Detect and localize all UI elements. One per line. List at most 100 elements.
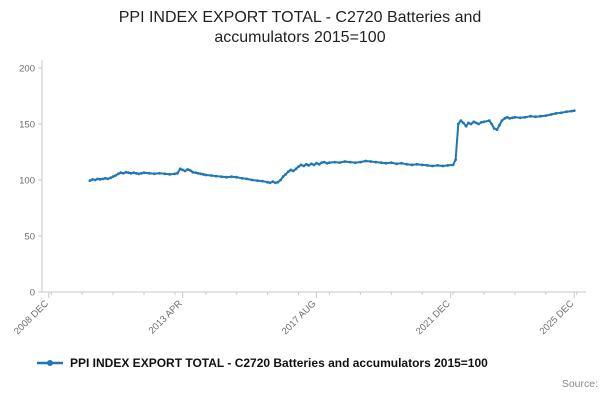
- data-point-marker: [297, 165, 300, 168]
- data-point-marker: [461, 121, 465, 125]
- data-point-marker: [529, 114, 532, 118]
- y-tick-label: 200: [19, 64, 35, 75]
- data-point-marker: [173, 172, 177, 176]
- data-point-marker: [431, 164, 434, 168]
- data-point-marker: [178, 167, 182, 171]
- data-point-marker: [274, 181, 277, 185]
- data-point-marker: [152, 172, 156, 176]
- data-point-marker: [230, 175, 233, 178]
- data-point-marker: [163, 172, 167, 176]
- data-point-marker: [513, 115, 517, 119]
- data-point-marker: [183, 169, 187, 173]
- data-point-marker: [194, 171, 198, 175]
- data-point-marker: [395, 162, 398, 166]
- data-point-marker: [289, 168, 293, 172]
- x-tick-label: 2025 DEC: [538, 298, 577, 337]
- data-point-marker: [511, 116, 514, 120]
- data-point-marker: [127, 171, 130, 175]
- data-point-marker: [487, 119, 491, 122]
- data-point-marker: [405, 162, 409, 166]
- data-point-marker: [168, 173, 172, 176]
- chart-title: PPI INDEX EXPORT TOTAL - C2720 Batteries…: [118, 9, 482, 46]
- data-point-marker: [186, 168, 190, 171]
- data-point-marker: [101, 177, 105, 181]
- data-point-marker: [359, 160, 362, 164]
- data-point-marker: [119, 171, 123, 175]
- data-point-marker: [281, 175, 285, 178]
- data-point-marker: [459, 119, 463, 122]
- data-point-marker: [492, 127, 496, 130]
- data-point-marker: [384, 161, 388, 165]
- data-point-marker: [441, 164, 445, 168]
- data-point-marker: [503, 117, 507, 120]
- source-note: Source:: [561, 378, 598, 390]
- data-point-marker: [235, 175, 239, 179]
- data-point-marker: [400, 161, 403, 165]
- chart-svg: 0 50 100 150 200 2008 DEC 2013 APR 2017 AUG 2021…: [12, 60, 586, 337]
- y-tick-label: 150: [19, 120, 35, 131]
- legend-label: PPI INDEX EXPORT TOTAL - C2720 Batteries…: [70, 356, 488, 370]
- data-point-marker: [446, 164, 450, 167]
- data-point-marker: [333, 160, 337, 164]
- data-point-marker: [284, 173, 287, 176]
- data-point-marker: [304, 162, 308, 166]
- data-point-marker: [389, 161, 393, 164]
- data-point-marker: [505, 115, 509, 119]
- data-point-marker: [140, 171, 143, 175]
- data-point-marker: [364, 159, 367, 163]
- data-point-marker: [201, 173, 205, 176]
- data-point-marker: [315, 161, 318, 165]
- data-point-marker: [266, 180, 269, 184]
- data-point-marker: [291, 169, 295, 173]
- data-point-marker: [256, 179, 259, 183]
- data-point-marker: [328, 161, 331, 164]
- data-point-marker: [181, 168, 185, 172]
- data-point-marker: [116, 172, 120, 176]
- data-point-marker: [469, 122, 473, 126]
- legend-line-marker-icon: [37, 360, 63, 366]
- data-point-marker: [137, 172, 141, 176]
- data-point-marker: [191, 170, 195, 174]
- data-point-marker: [310, 162, 313, 166]
- data-point-marker: [325, 161, 329, 165]
- data-point-marker: [307, 164, 311, 167]
- data-point-marker: [88, 179, 92, 183]
- data-point-marker: [464, 124, 468, 128]
- data-point-marker: [176, 171, 179, 175]
- data-point-marker: [199, 172, 203, 176]
- data-point-marker: [106, 177, 110, 181]
- data-point-marker: [518, 116, 522, 120]
- data-point-marker: [104, 176, 107, 180]
- data-point-marker: [111, 175, 115, 178]
- data-point-marker: [374, 160, 378, 164]
- data-point-marker: [480, 120, 483, 124]
- data-point-marker: [549, 113, 553, 116]
- y-tick-label: 0: [30, 288, 35, 299]
- data-point-marker: [158, 171, 161, 175]
- data-point-marker: [245, 177, 249, 181]
- data-point-marker: [539, 114, 542, 118]
- data-point-marker: [204, 173, 208, 177]
- chart-area: 0 50 100 150 200 2008 DEC 2013 APR 2017 AUG 2021…: [0, 50, 600, 350]
- data-point-marker: [348, 160, 352, 164]
- legend-item[interactable]: PPI INDEX EXPORT TOTAL - C2720 Batteries…: [36, 356, 590, 370]
- data-point-marker: [114, 174, 117, 177]
- data-point-marker: [322, 160, 326, 164]
- x-tick-label: 2013 APR: [147, 298, 185, 336]
- data-point-marker: [498, 123, 501, 127]
- data-point-marker: [132, 171, 136, 175]
- data-point-marker: [490, 122, 494, 126]
- y-tick-label: 100: [19, 176, 35, 187]
- data-point-marker: [369, 160, 372, 163]
- data-point-marker: [534, 115, 537, 119]
- data-point-marker: [544, 114, 548, 117]
- data-point-marker: [124, 170, 128, 174]
- x-tick-label: 2008 DEC: [12, 298, 51, 337]
- data-point-marker: [261, 179, 264, 183]
- data-point-marker: [559, 111, 563, 115]
- data-point-marker: [147, 171, 151, 175]
- x-tick-label: 2021 DEC: [414, 298, 453, 337]
- data-point-marker: [225, 175, 228, 179]
- data-point-marker: [495, 128, 499, 131]
